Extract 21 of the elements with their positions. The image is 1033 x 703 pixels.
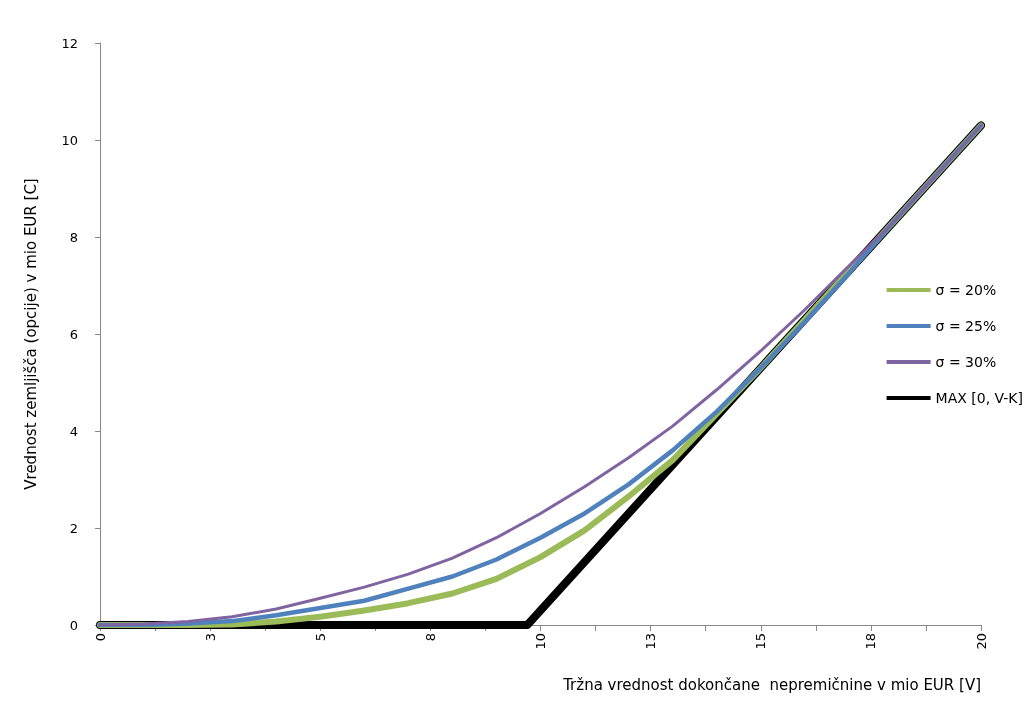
- y-tick-label: 12: [61, 35, 78, 51]
- x-tick-label: 18: [863, 633, 879, 650]
- legend-label: MAX [0, V-K]: [935, 390, 1023, 406]
- x-tick-label: 20: [973, 633, 989, 650]
- y-tick-label: 10: [61, 132, 78, 148]
- x-axis-title: Tržna vrednost dokončane nepremičnine v mio EUR [V]: [562, 675, 981, 694]
- legend-label: σ = 20%: [935, 282, 997, 298]
- legend-label: σ = 25%: [935, 318, 997, 334]
- x-tick-label: 0: [92, 633, 108, 642]
- x-tick-label: 10: [533, 633, 548, 650]
- y-tick-label: 2: [69, 520, 78, 536]
- y-axis-title: Vrednost zemljišča (opcije) v mio EUR [C]: [21, 178, 40, 490]
- x-tick-label: 8: [422, 633, 438, 642]
- x-tick-label: 13: [643, 633, 659, 650]
- y-tick-label: 8: [69, 229, 78, 245]
- x-tick-label: 5: [312, 633, 328, 642]
- x-tick-label: 3: [202, 633, 218, 642]
- y-tick-label: 6: [69, 326, 78, 342]
- legend-label: σ = 30%: [935, 354, 997, 370]
- x-tick-label: 15: [753, 633, 769, 650]
- y-tick-label: 4: [69, 423, 78, 439]
